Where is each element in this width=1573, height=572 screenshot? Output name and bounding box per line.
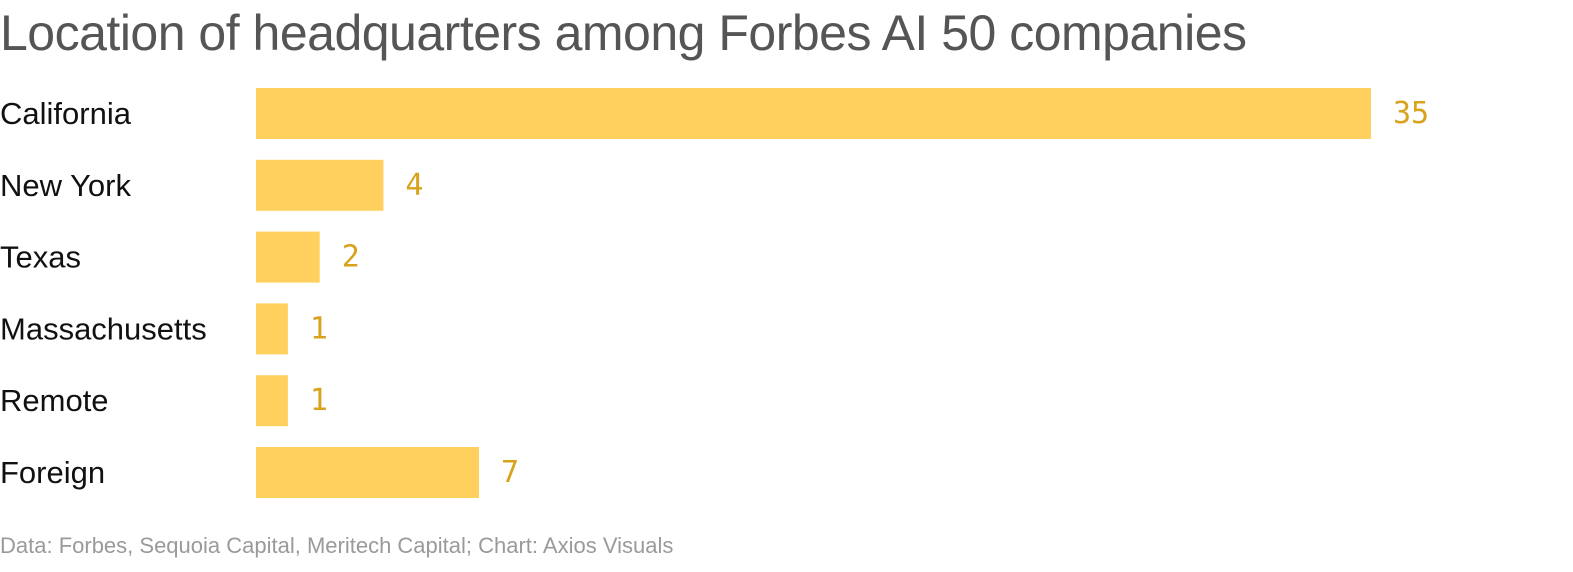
category-label-massachusetts: Massachusetts — [0, 311, 207, 346]
value-labels-group: 35 4 2 1 1 7 — [310, 96, 1429, 490]
category-label-new-york: New York — [0, 168, 131, 203]
bar-texas — [256, 231, 320, 283]
value-label-remote: 1 — [310, 383, 328, 418]
bar-california — [256, 88, 1371, 139]
bar-new-york — [256, 159, 384, 211]
bar-massachusetts — [256, 303, 288, 355]
category-label-foreign: Foreign — [0, 455, 105, 490]
chart-title: Location of headquarters among Forbes AI… — [0, 5, 1247, 61]
value-label-texas: 2 — [342, 240, 360, 275]
value-label-california: 35 — [1393, 96, 1429, 131]
category-label-texas: Texas — [0, 240, 81, 275]
source-note: Data: Forbes, Sequoia Capital, Meritech … — [0, 533, 674, 558]
value-label-massachusetts: 1 — [310, 311, 328, 346]
category-label-remote: Remote — [0, 383, 109, 418]
value-label-foreign: 7 — [501, 455, 519, 490]
bar-foreign — [256, 447, 479, 498]
category-label-california: California — [0, 96, 132, 131]
bars-group — [256, 88, 1371, 498]
category-labels-group: California New York Texas Massachusetts Remo… — [0, 96, 207, 490]
bar-remote — [256, 375, 288, 427]
value-label-new-york: 4 — [405, 168, 423, 203]
